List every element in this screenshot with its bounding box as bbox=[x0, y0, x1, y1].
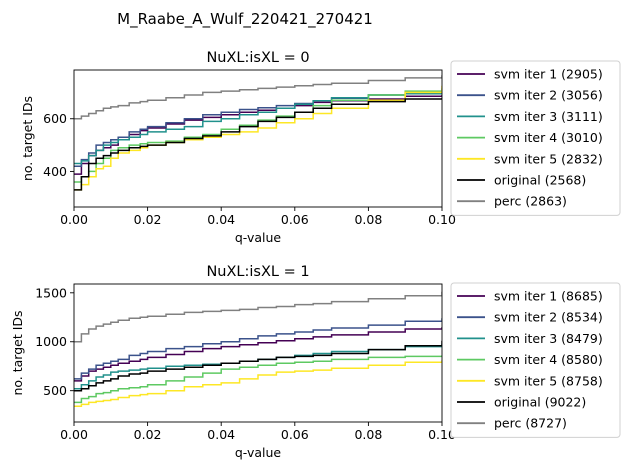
legend-frame bbox=[450, 60, 621, 216]
x-tick-label: 0.04 bbox=[207, 212, 235, 227]
legend-label: svm iter 1 (8685) bbox=[494, 289, 603, 304]
legend-label: perc (2863) bbox=[494, 194, 567, 209]
legend-frame bbox=[450, 282, 621, 438]
subplot-2: NuXL:isXL = 1 0.00 0.02 0.04 0.06 0.08 0.10 500… bbox=[10, 264, 621, 460]
series-line-2 bbox=[74, 318, 442, 380]
axes-frame bbox=[73, 283, 443, 423]
legend-label: perc (8727) bbox=[494, 416, 567, 431]
series-line-7 bbox=[74, 75, 442, 120]
series-line-6 bbox=[74, 340, 442, 392]
subplot-title: NuXL:isXL = 0 bbox=[206, 50, 309, 66]
series-line-4 bbox=[74, 355, 442, 404]
subplot-1: NuXL:isXL = 0 0.00 0.02 0.04 0.06 0.08 0.10 400… bbox=[20, 50, 621, 245]
series-line-1 bbox=[74, 327, 442, 382]
x-tick-label: 0.10 bbox=[428, 427, 456, 442]
legend-label: svm iter 5 (2832) bbox=[494, 151, 603, 166]
legend-label: svm iter 5 (8758) bbox=[494, 373, 603, 388]
series-line-7 bbox=[74, 291, 442, 343]
series-lines bbox=[74, 291, 442, 408]
legend-label: svm iter 3 (3111) bbox=[494, 109, 603, 124]
y-axis-label: no. target IDs bbox=[10, 310, 25, 395]
legend-label: svm iter 2 (3056) bbox=[494, 88, 603, 103]
x-tick-label: 0.02 bbox=[134, 427, 162, 442]
legend: svm iter 1 (2905) svm iter 2 (3056) svm it… bbox=[450, 60, 621, 216]
series-line-4 bbox=[74, 88, 442, 183]
x-axis-label: q-value bbox=[235, 445, 282, 460]
x-tick-label: 0.06 bbox=[281, 212, 309, 227]
legend: svm iter 1 (8685) svm iter 2 (8534) svm it… bbox=[450, 282, 621, 438]
legend-label: svm iter 4 (3010) bbox=[494, 130, 603, 145]
legend-label: original (2568) bbox=[494, 173, 586, 188]
y-tick-label: 1500 bbox=[35, 285, 67, 300]
x-tick-label: 0.10 bbox=[428, 212, 456, 227]
y-tick-label: 500 bbox=[43, 383, 67, 398]
figure-suptitle: M_Raabe_A_Wulf_220421_270421 bbox=[117, 10, 373, 29]
legend-label: original (9022) bbox=[494, 395, 586, 410]
x-axis-label: q-value bbox=[235, 230, 282, 245]
subplot-title: NuXL:isXL = 1 bbox=[206, 264, 309, 280]
legend-label: svm iter 1 (2905) bbox=[494, 67, 603, 82]
x-tick-label: 0.00 bbox=[60, 212, 88, 227]
series-line-6 bbox=[74, 97, 442, 191]
series-line-3 bbox=[74, 343, 442, 390]
y-tick-label: 600 bbox=[43, 111, 67, 126]
y-tick-label: 1000 bbox=[35, 334, 67, 349]
x-tick-label: 0.06 bbox=[281, 427, 309, 442]
legend-label: svm iter 3 (8479) bbox=[494, 331, 603, 346]
x-tick-label: 0.02 bbox=[134, 212, 162, 227]
x-tick-label: 0.00 bbox=[60, 427, 88, 442]
x-tick-label: 0.04 bbox=[207, 427, 235, 442]
y-tick-label: 400 bbox=[43, 164, 67, 179]
y-axis-label: no. target IDs bbox=[20, 96, 35, 181]
series-lines bbox=[74, 75, 442, 191]
legend-label: svm iter 2 (8534) bbox=[494, 310, 603, 325]
legend-label: svm iter 4 (8580) bbox=[494, 352, 603, 367]
axes-frame bbox=[73, 69, 443, 208]
series-line-3 bbox=[74, 92, 442, 165]
x-tick-label: 0.08 bbox=[354, 212, 382, 227]
subplots: NuXL:isXL = 0 0.00 0.02 0.04 0.06 0.08 0.10 400… bbox=[10, 50, 621, 460]
x-tick-label: 0.08 bbox=[354, 427, 382, 442]
series-line-5 bbox=[74, 360, 442, 408]
